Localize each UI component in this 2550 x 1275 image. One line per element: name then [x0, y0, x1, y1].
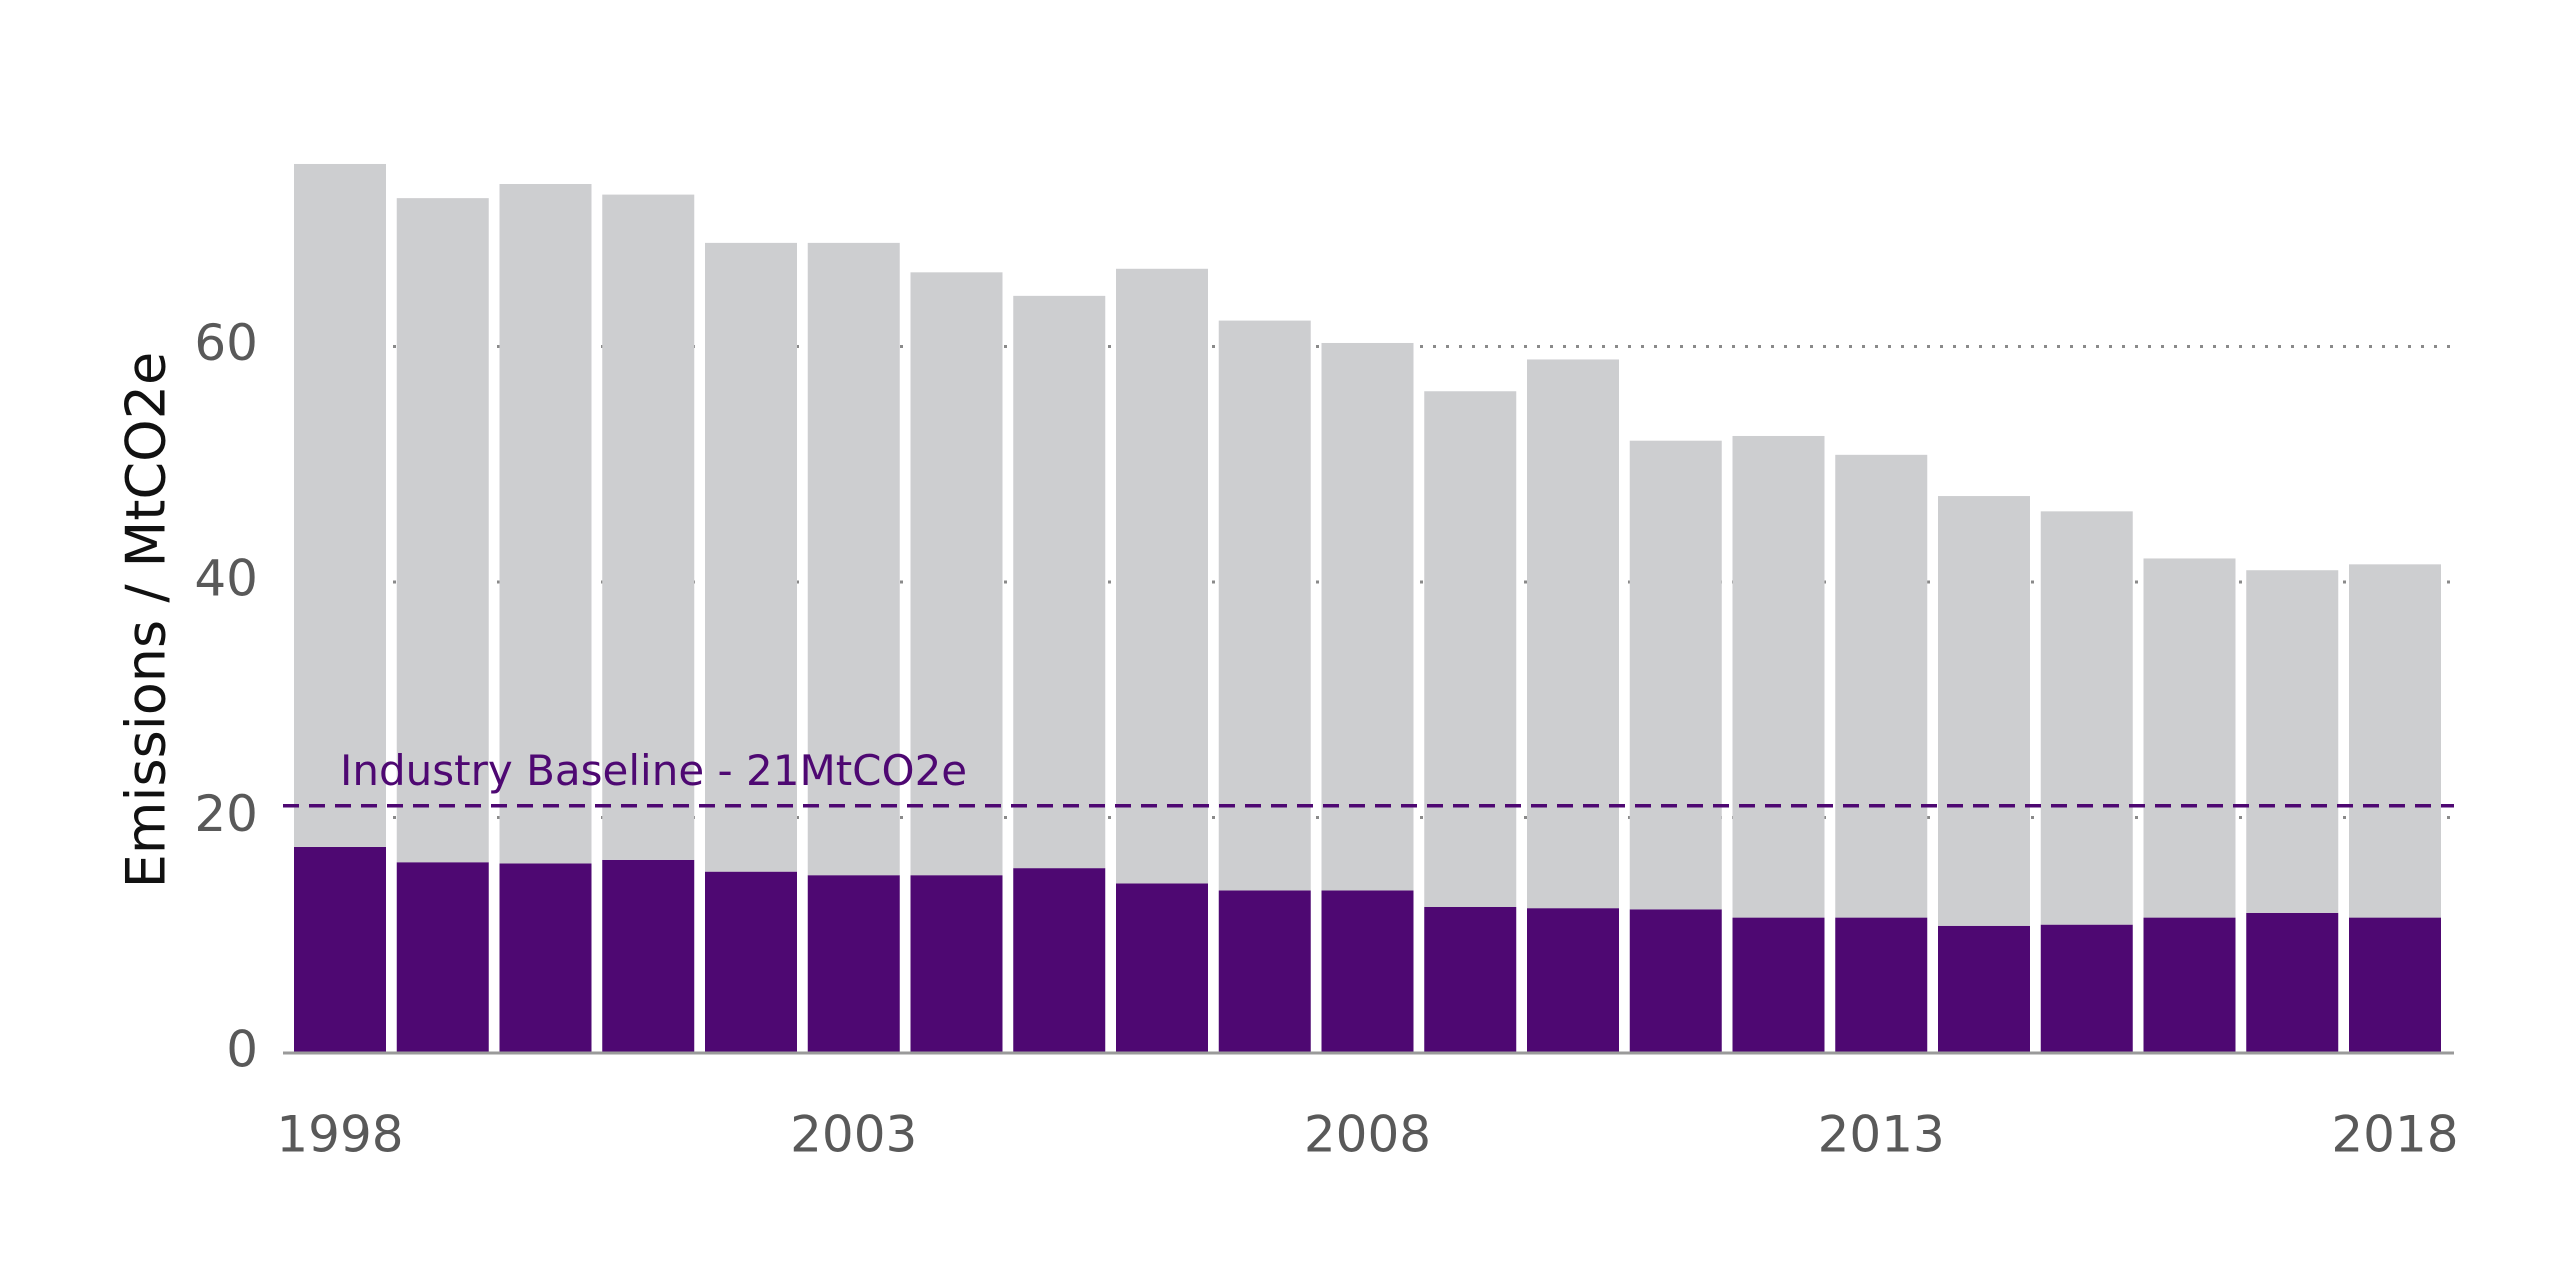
- bar-segment: [2246, 570, 2339, 913]
- bar-segment: [1938, 496, 2030, 926]
- bar-segment: [807, 242, 900, 876]
- bar-segment: [1013, 295, 1106, 869]
- bar-segment: [1321, 342, 1414, 891]
- bar-segment: [396, 198, 489, 863]
- bar-segment: [1116, 883, 1208, 1053]
- bar-segment: [1732, 917, 1825, 1053]
- bar-segment: [1424, 391, 1517, 907]
- y-tick-label: 0: [226, 1021, 258, 1079]
- bar-segment: [499, 863, 592, 1053]
- bar-segment: [910, 272, 1003, 876]
- bar-segment: [602, 194, 695, 860]
- bar-segment: [1013, 868, 1106, 1053]
- bar-segment: [1527, 908, 1619, 1053]
- x-tick-label: 2018: [2331, 1106, 2458, 1164]
- y-tick-label: 40: [194, 550, 258, 608]
- x-tick-label: 1998: [276, 1106, 403, 1164]
- bar-segment: [2143, 917, 2236, 1053]
- bar-segment: [2349, 564, 2441, 918]
- bar-segment: [1629, 909, 1722, 1053]
- bar-segment: [1116, 268, 1208, 884]
- bar-segment: [1321, 890, 1414, 1053]
- x-tick-label: 2003: [790, 1106, 917, 1164]
- x-tick-label: 2013: [1818, 1106, 1945, 1164]
- bar-segment: [396, 862, 489, 1053]
- bar-segment: [2349, 917, 2441, 1053]
- bar-segment: [2040, 511, 2133, 925]
- bar-segment: [2246, 912, 2339, 1053]
- bar-segment: [1835, 917, 1928, 1053]
- y-tick-label: 60: [194, 314, 258, 372]
- x-tick-label: 2008: [1304, 1106, 1431, 1164]
- bar-segment: [1218, 890, 1311, 1053]
- bar-segment: [1527, 359, 1619, 909]
- bar-segment: [1629, 440, 1722, 910]
- bar-segment: [1938, 925, 2030, 1053]
- bar-segment: [2040, 924, 2133, 1053]
- bar-segment: [1424, 906, 1517, 1053]
- baseline-label: Industry Baseline - 21MtCO2e: [340, 746, 967, 795]
- bar-segment: [294, 846, 386, 1053]
- bar-segment: [910, 875, 1003, 1053]
- y-axis-title: Emissions / MtCO2e: [115, 352, 178, 888]
- bar-segment: [499, 184, 592, 864]
- bar-segment: [2143, 558, 2236, 918]
- bar-segment: [807, 875, 900, 1053]
- bar-segment: [705, 242, 797, 872]
- bar-segment: [1835, 454, 1928, 918]
- y-tick-label: 20: [194, 785, 258, 843]
- bar-segment: [1732, 435, 1825, 918]
- bar-segment: [602, 859, 695, 1053]
- bar-segment: [294, 163, 386, 847]
- bar-segment: [1218, 320, 1311, 891]
- bar-segment: [705, 871, 797, 1053]
